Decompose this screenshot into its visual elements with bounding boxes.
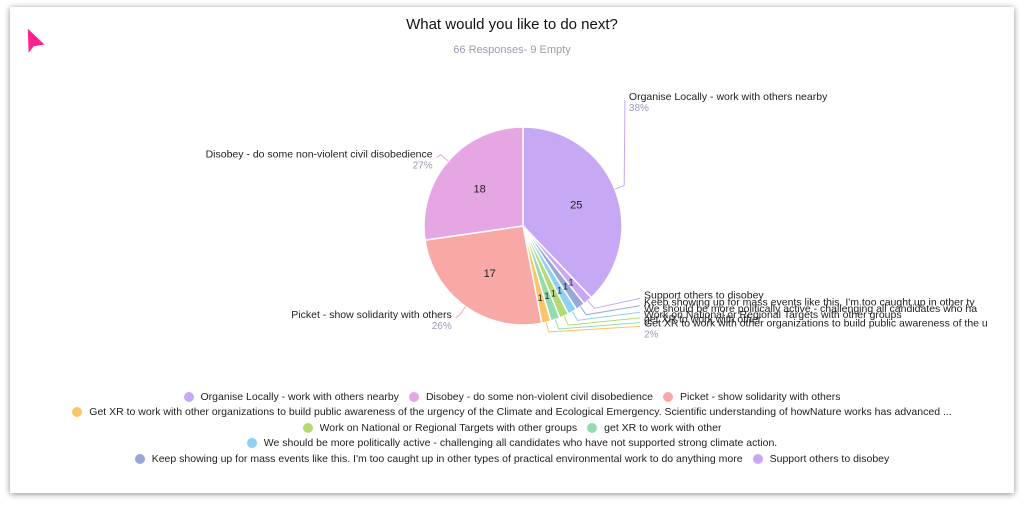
pie-slice[interactable] bbox=[424, 225, 543, 326]
legend-row: Work on National or Regional Targets wit… bbox=[10, 420, 1014, 436]
chart-subtitle: 66 Responses- 9 Empty bbox=[453, 44, 571, 56]
callout-percent: 38% bbox=[629, 103, 649, 114]
legend-row: Keep showing up for mass events like thi… bbox=[10, 451, 1014, 467]
callout-line bbox=[436, 153, 449, 162]
callout-label: Disobey - do some non-violent civil diso… bbox=[206, 149, 433, 161]
callout-label: We should be more politically active - c… bbox=[644, 303, 977, 315]
legend-label: Keep showing up for mass events like thi… bbox=[151, 452, 743, 465]
slice-value-label: 1 bbox=[568, 277, 573, 287]
callout-percent: 26% bbox=[432, 321, 452, 332]
callout-line bbox=[587, 297, 641, 309]
chart-card: What would you like to do next? 66 Respo… bbox=[10, 7, 1014, 493]
callout-line bbox=[614, 99, 626, 190]
slice-value-label: 1 bbox=[557, 285, 562, 295]
legend-label: Get XR to work with other organizations … bbox=[89, 406, 952, 419]
legend-swatch bbox=[752, 453, 763, 464]
legend-label: Disobey - do some non-violent civil diso… bbox=[425, 390, 653, 403]
callout-label: Organise Locally - work with others near… bbox=[629, 91, 828, 103]
callout-percent: 2% bbox=[644, 329, 659, 340]
legend-swatch bbox=[587, 422, 598, 433]
legend-row: Organise Locally - work with others near… bbox=[10, 389, 1014, 405]
slice-value-label: 1 bbox=[544, 291, 549, 301]
callout-label: get XR to work with other bbox=[644, 314, 762, 326]
callout-line bbox=[580, 305, 641, 316]
slice-value-label: 17 bbox=[484, 268, 496, 280]
legend-swatch bbox=[72, 407, 83, 418]
pie-slice[interactable] bbox=[522, 126, 623, 299]
callout-label: Work on National or Regional Targets wit… bbox=[644, 309, 902, 321]
slice-value-label: 25 bbox=[570, 200, 582, 212]
legend-item[interactable]: Disobey - do some non-violent civil diso… bbox=[408, 390, 653, 403]
callout-label: Get XR to work with other organizations … bbox=[644, 317, 988, 329]
legend-label: Picket - show solidarity with others bbox=[679, 390, 841, 403]
legend-swatch bbox=[183, 391, 194, 402]
legend-item[interactable]: Work on National or Regional Targets wit… bbox=[302, 421, 578, 434]
legend-label: Organise Locally - work with others near… bbox=[200, 390, 399, 403]
callout-line bbox=[554, 319, 641, 330]
legend-row: Get XR to work with other organizations … bbox=[10, 405, 1014, 421]
legend-swatch bbox=[134, 453, 145, 464]
pointer-cursor-icon bbox=[26, 25, 48, 58]
legend-item[interactable]: Keep showing up for mass events like thi… bbox=[134, 452, 743, 465]
chart-legend: Organise Locally - work with others near… bbox=[10, 389, 1014, 467]
legend-row: We should be more politically active - c… bbox=[10, 436, 1014, 452]
callout-label: Support others to disobey bbox=[644, 289, 764, 301]
callout-label: Keep showing up for mass events like thi… bbox=[644, 297, 975, 309]
chart-title: What would you like to do next? bbox=[406, 16, 618, 33]
pie-slice[interactable] bbox=[423, 126, 524, 241]
callout-line bbox=[572, 311, 641, 321]
callout-label: Picket - show solidarity with others bbox=[291, 309, 451, 321]
legend-item[interactable]: get XR to work with other bbox=[587, 422, 721, 434]
legend-swatch bbox=[408, 391, 419, 402]
callout-line bbox=[455, 306, 466, 319]
legend-swatch bbox=[246, 438, 257, 449]
legend-label: get XR to work with other bbox=[604, 421, 722, 434]
legend-item[interactable]: Picket - show solidarity with others bbox=[662, 390, 841, 403]
slice-value-label: 1 bbox=[563, 282, 568, 292]
legend-label: Work on National or Regional Targets wit… bbox=[319, 421, 578, 434]
slice-value-label: 18 bbox=[473, 183, 485, 195]
legend-item[interactable]: Get XR to work with other organizations … bbox=[72, 406, 952, 419]
callout-line bbox=[563, 315, 641, 326]
legend-swatch bbox=[662, 391, 673, 402]
slice-value-label: 1 bbox=[551, 289, 556, 299]
callout-line bbox=[545, 322, 641, 333]
legend-swatch bbox=[302, 422, 313, 433]
legend-label: Support others to disobey bbox=[769, 452, 890, 465]
legend-item[interactable]: Organise Locally - work with others near… bbox=[183, 390, 399, 403]
slice-value-label: 1 bbox=[538, 293, 543, 303]
legend-label: We should be more politically active - c… bbox=[263, 437, 778, 450]
legend-item[interactable]: We should be more politically active - c… bbox=[246, 437, 778, 450]
legend-item[interactable]: Support others to disobey bbox=[752, 452, 890, 465]
callout-percent: 27% bbox=[413, 161, 433, 172]
